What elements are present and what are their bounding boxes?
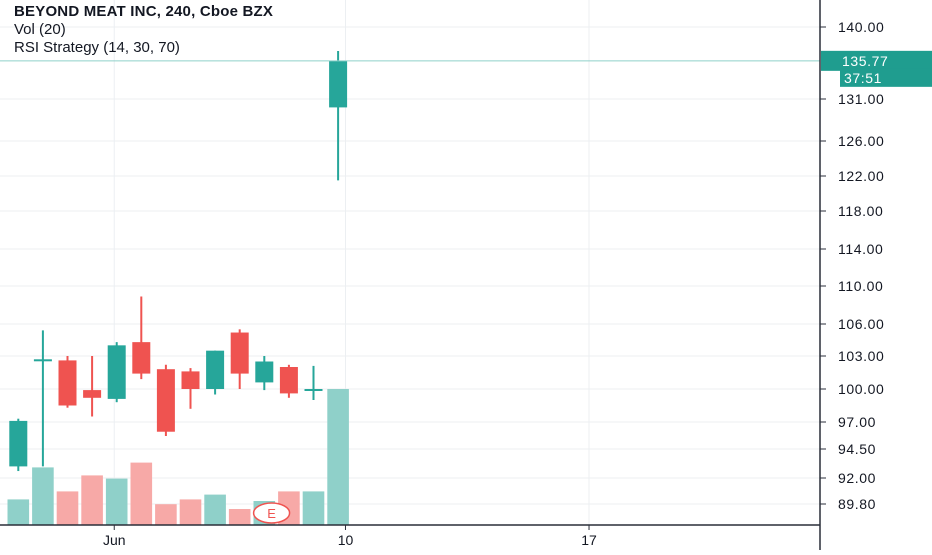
candle-body [206, 350, 225, 389]
time-tick-label: 10 [338, 532, 354, 548]
earnings-marker-badge [252, 502, 291, 524]
volume-bar [204, 494, 226, 525]
candle[interactable] [83, 356, 102, 417]
price-tick-label: 92.00 [838, 470, 876, 486]
last-price-badge [821, 50, 932, 71]
candle[interactable] [107, 342, 126, 403]
volume-bar [105, 478, 128, 525]
candle-body [83, 390, 102, 398]
earnings-marker[interactable]: E [252, 502, 291, 524]
earnings-marker-label: E [267, 506, 276, 521]
chart-legend: BEYOND MEAT INC, 240, Cboe BZX Vol (20) … [14, 3, 273, 57]
price-tick-label: 97.00 [838, 414, 876, 430]
price-tick-label: 140.00 [838, 19, 884, 35]
candle-body [181, 371, 200, 389]
price-tick-label: 89.80 [838, 496, 876, 512]
candle-body [33, 359, 52, 362]
volume-bar [81, 475, 103, 525]
candle[interactable] [9, 418, 28, 472]
chart-title: BEYOND MEAT INC, 240, Cboe BZX [14, 3, 274, 20]
candle[interactable] [206, 350, 225, 395]
time-tick-label: 17 [581, 532, 597, 548]
volume-bar [179, 499, 202, 525]
price-tick-label: 114.00 [838, 241, 883, 257]
countdown-badge [840, 68, 932, 87]
candle-body [279, 367, 298, 394]
candle[interactable] [279, 364, 298, 398]
candle[interactable] [58, 356, 77, 408]
strategy-label[interactable]: RSI Strategy (14, 30, 70) [14, 39, 180, 56]
candle-body [58, 360, 77, 406]
last-price-label: 135.77 [842, 53, 888, 69]
candle[interactable] [230, 329, 249, 389]
time-tick-label: Jun [103, 532, 126, 548]
volume-bar [7, 499, 30, 525]
candle[interactable] [304, 365, 323, 400]
volume-bar [228, 509, 251, 525]
candle[interactable] [132, 296, 151, 380]
volume-bar [302, 491, 325, 525]
candle-body [230, 332, 249, 374]
price-tick-label: 110.00 [838, 278, 883, 294]
candle[interactable] [33, 330, 52, 467]
countdown-label: 37:51 [844, 70, 882, 86]
price-tick-label: 131.00 [838, 91, 884, 107]
candle-body [329, 60, 348, 108]
price-tick-label: 118.00 [838, 203, 883, 219]
candle-body [304, 389, 323, 391]
volume-indicator-label[interactable]: Vol (20) [14, 21, 66, 38]
candle-body [132, 342, 151, 374]
volume-bar [130, 462, 153, 525]
volume-bars [7, 389, 349, 525]
volume-bar [327, 389, 349, 525]
candle-body [255, 361, 274, 383]
candle[interactable] [181, 368, 200, 409]
volume-bar [56, 491, 79, 525]
volume-bar [155, 504, 177, 525]
candle[interactable] [255, 356, 274, 391]
price-tick-label: 103.00 [838, 348, 884, 364]
price-tick-label: 106.00 [838, 316, 884, 332]
price-tick-label: 122.00 [838, 168, 884, 184]
candle[interactable] [156, 364, 175, 437]
volume-bar [32, 467, 54, 525]
price-tick-label: 94.50 [838, 441, 876, 457]
candle-body [9, 420, 28, 467]
grid [0, 0, 820, 525]
candle-body [156, 369, 175, 432]
overlays: E [0, 60, 820, 524]
candle-body [107, 345, 126, 399]
price-tick-label: 100.00 [838, 381, 884, 397]
price-tick-label: 126.00 [838, 133, 884, 149]
candle[interactable] [329, 51, 348, 181]
candles[interactable] [9, 51, 348, 472]
